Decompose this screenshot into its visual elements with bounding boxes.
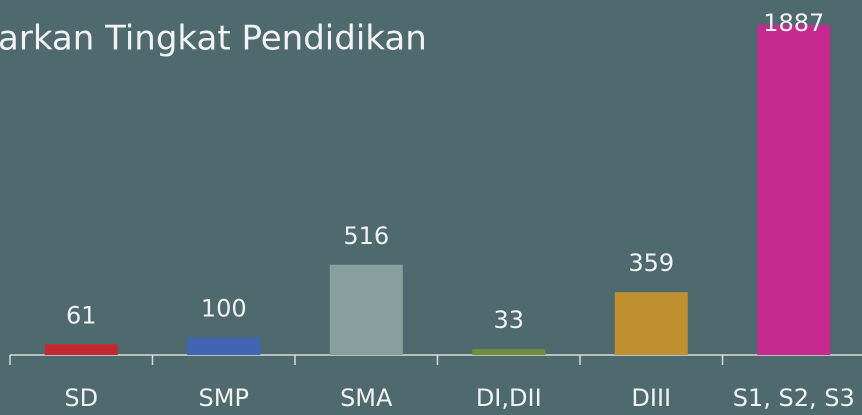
x-tick-label: DIII: [631, 384, 671, 412]
value-label: 100: [201, 295, 247, 323]
bar: [614, 292, 688, 355]
x-tick-label: SMP: [199, 384, 249, 412]
bar: [757, 25, 831, 355]
bar: [472, 349, 546, 355]
x-tick-label: DI,DII: [476, 384, 542, 412]
value-label: 61: [66, 301, 97, 329]
value-label: 1887: [763, 9, 824, 37]
bar: [44, 344, 118, 355]
bar: [329, 264, 403, 355]
value-label: 516: [343, 222, 389, 250]
x-tick-label: S1, S2, S3: [733, 384, 855, 412]
bar: [187, 337, 261, 355]
x-tick-label: SD: [64, 384, 98, 412]
value-label: 33: [493, 306, 524, 334]
x-tick-label: SMA: [340, 384, 393, 412]
value-label: 359: [628, 249, 674, 277]
chart-title: arkan Tingkat Pendidikan: [0, 19, 427, 59]
